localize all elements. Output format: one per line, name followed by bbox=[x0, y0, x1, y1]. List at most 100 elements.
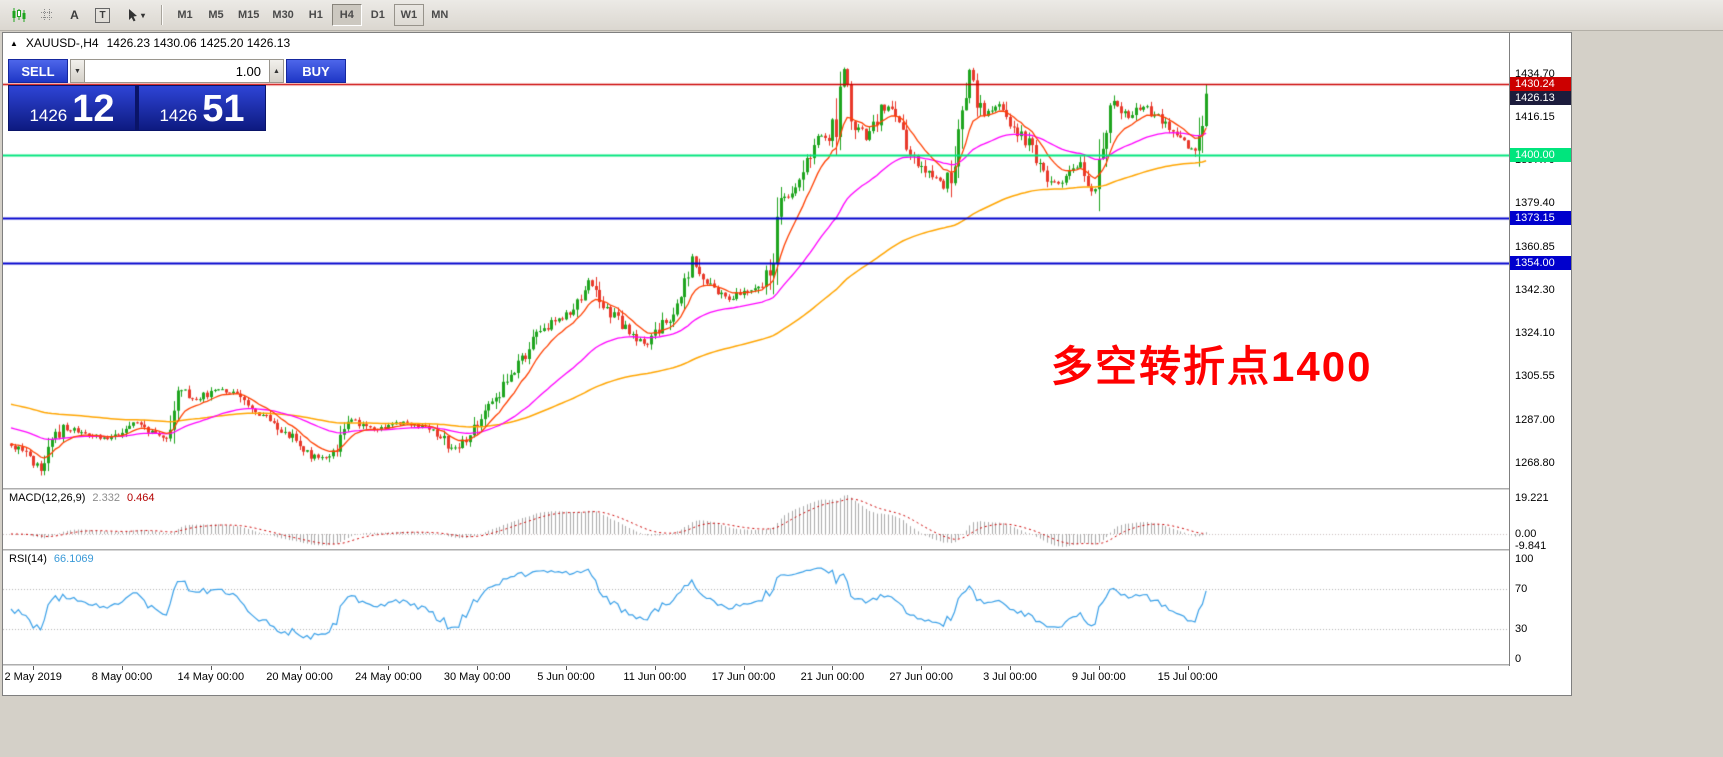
macd-indicator-label: MACD(12,26,9) 2.332 0.464 bbox=[9, 492, 154, 504]
rsi-axis-label: 70 bbox=[1515, 583, 1528, 595]
time-axis-tick bbox=[744, 666, 745, 670]
rsi-pane-canvas bbox=[3, 551, 1509, 664]
chart-header: ▲ XAUUSD-,H4 1426.23 1430.06 1425.20 142… bbox=[10, 36, 290, 50]
time-axis-label: 15 Jul 00:00 bbox=[1157, 671, 1218, 683]
macd-pane-canvas bbox=[3, 490, 1509, 549]
timeframe-button-m15[interactable]: M15 bbox=[232, 4, 265, 26]
time-axis-tick bbox=[477, 666, 478, 670]
text-tool-button[interactable]: T bbox=[89, 4, 116, 27]
macd-axis-label: 0.00 bbox=[1515, 528, 1537, 540]
time-axis-label: 5 Jun 00:00 bbox=[537, 671, 595, 683]
one-click-trading-panel: SELL ▼ ▲ BUY 1426 12 1426 51 bbox=[8, 59, 346, 131]
price-axis-label: 1360.85 bbox=[1515, 240, 1555, 253]
price-axis-label: 1379.40 bbox=[1515, 197, 1555, 210]
time-axis-label: 8 May 00:00 bbox=[91, 671, 153, 683]
time-axis-tick bbox=[1099, 666, 1100, 670]
price-axis-label: 1434.70 bbox=[1515, 67, 1555, 80]
price-axis[interactable]: 1434.701416.151397.701379.401360.851342.… bbox=[1509, 33, 1571, 666]
cursor-icon bbox=[128, 9, 137, 22]
cursor-tool-button[interactable]: ▾ bbox=[117, 4, 155, 27]
price-axis-label: 1268.80 bbox=[1515, 456, 1555, 469]
price-axis-label: 1287.00 bbox=[1515, 413, 1555, 426]
volume-spinner: ▼ ▲ bbox=[70, 59, 284, 83]
time-axis-label: 30 May 00:00 bbox=[443, 671, 511, 683]
chart-type-button[interactable] bbox=[5, 4, 32, 27]
price-axis-label: 1416.15 bbox=[1515, 111, 1555, 124]
price-level-badge: 1373.15 bbox=[1510, 210, 1571, 225]
ask-price-pips: 51 bbox=[202, 88, 245, 130]
toolbar-separator bbox=[161, 5, 162, 25]
time-axis-label: 27 Jun 00:00 bbox=[889, 671, 953, 683]
one-click-trading-row: SELL ▼ ▲ BUY bbox=[8, 59, 346, 83]
timeframe-button-m30[interactable]: M30 bbox=[266, 4, 299, 26]
bid-price-display[interactable]: 1426 12 bbox=[8, 85, 136, 131]
rsi-value: 66.1069 bbox=[53, 553, 94, 565]
price-level-badge: 1430.24 bbox=[1510, 77, 1571, 92]
timeframe-button-h1[interactable]: H1 bbox=[301, 4, 331, 26]
price-axis-label: 1324.10 bbox=[1515, 326, 1555, 339]
time-axis-label: 21 Jun 00:00 bbox=[800, 671, 865, 683]
time-axis-label: 20 May 00:00 bbox=[266, 671, 333, 683]
toolbar: A T ▾ M1 M5 M15 M30 H1 H4 D1 W1 MN bbox=[0, 0, 1723, 31]
time-axis-tick bbox=[655, 666, 656, 670]
volume-input[interactable] bbox=[85, 59, 269, 83]
price-level-badge: 1354.00 bbox=[1510, 255, 1571, 270]
price-axis-label: 1305.55 bbox=[1515, 370, 1555, 383]
time-axis-tick bbox=[388, 666, 389, 670]
candlestick-chart-icon bbox=[12, 8, 25, 22]
bid-price-pips: 12 bbox=[72, 88, 115, 130]
time-axis-label: 2 May 2019 bbox=[4, 671, 62, 683]
timeframe-button-d1[interactable]: D1 bbox=[363, 4, 393, 26]
sell-button[interactable]: SELL bbox=[8, 59, 68, 83]
volume-decrease-button[interactable]: ▼ bbox=[70, 59, 85, 83]
rsi-axis-label: 0 bbox=[1515, 653, 1522, 665]
price-axis-label: 1342.30 bbox=[1515, 284, 1555, 297]
ask-price-display[interactable]: 1426 51 bbox=[138, 85, 266, 131]
macd-name: MACD(12,26,9) bbox=[9, 492, 86, 504]
rsi-name: RSI(14) bbox=[9, 553, 47, 565]
rsi-axis-label: 100 bbox=[1515, 553, 1534, 565]
time-axis-tick bbox=[921, 666, 922, 670]
time-axis-label: 9 Jul 00:00 bbox=[1071, 671, 1126, 683]
time-axis-tick bbox=[300, 666, 301, 670]
time-axis-label: 11 Jun 00:00 bbox=[623, 671, 687, 683]
time-axis-label: 17 Jun 00:00 bbox=[711, 671, 776, 683]
pane-separator bbox=[3, 664, 1571, 666]
arrow-tool-label: A bbox=[70, 8, 79, 22]
time-axis-tick bbox=[211, 666, 212, 670]
timeframe-button-m1[interactable]: M1 bbox=[170, 4, 200, 26]
bid-price-main: 1426 bbox=[29, 106, 68, 125]
symbol-period-label: XAUUSD-,H4 bbox=[25, 36, 99, 50]
time-axis-tick bbox=[1010, 666, 1011, 670]
time-axis-tick bbox=[566, 666, 567, 670]
time-axis-tick bbox=[33, 666, 34, 670]
time-axis-tick bbox=[832, 666, 833, 670]
symbol-marker-icon: ▲ bbox=[10, 38, 18, 48]
timeframe-button-w1[interactable]: W1 bbox=[393, 4, 424, 26]
ohlc-values: 1426.23 1430.06 1425.20 1426.13 bbox=[106, 36, 291, 50]
time-axis-label: 24 May 00:00 bbox=[355, 671, 422, 683]
timeframe-button-m5[interactable]: M5 bbox=[201, 4, 231, 26]
time-axis-tick bbox=[122, 666, 123, 670]
timeframe-button-h4[interactable]: H4 bbox=[331, 4, 362, 26]
rsi-axis-label: 30 bbox=[1515, 623, 1528, 635]
volume-increase-button[interactable]: ▲ bbox=[269, 59, 284, 83]
macd-signal-value: 0.464 bbox=[126, 492, 155, 504]
buy-button[interactable]: BUY bbox=[286, 59, 346, 83]
macd-axis-label: 19.221 bbox=[1515, 492, 1549, 504]
arrow-tool-button[interactable]: A bbox=[61, 4, 88, 27]
chart-text-annotation: 多空转折点1400 bbox=[1051, 343, 1373, 390]
rsi-indicator-label: RSI(14) 66.1069 bbox=[9, 553, 94, 565]
current-price-badge: 1426.13 bbox=[1510, 91, 1571, 106]
grid-toggle-button[interactable] bbox=[33, 4, 60, 27]
time-axis-tick bbox=[1188, 666, 1189, 670]
timeframe-toolbar: M1 M5 M15 M30 H1 H4 D1 W1 MN bbox=[170, 4, 456, 26]
dropdown-caret-icon: ▾ bbox=[140, 10, 145, 20]
text-tool-label: T bbox=[95, 7, 110, 23]
grid-icon bbox=[40, 9, 53, 21]
timeframe-button-mn[interactable]: MN bbox=[425, 4, 455, 26]
ask-price-main: 1426 bbox=[159, 106, 198, 125]
pane-separator bbox=[3, 549, 1571, 551]
time-axis[interactable]: 2 May 2019 8 May 00:00 14 May 00:00 20 May … bbox=[3, 666, 1571, 695]
price-level-badge: 1400.00 bbox=[1510, 147, 1571, 162]
